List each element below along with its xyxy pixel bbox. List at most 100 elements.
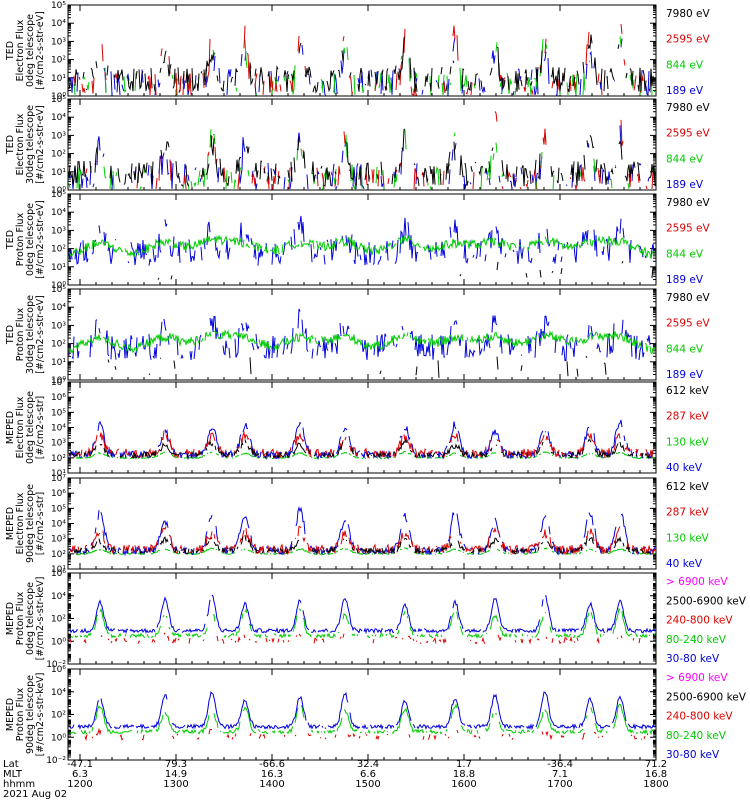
panel-8-ytick-label-2: 10⁰	[51, 733, 66, 743]
panel-5-ylabel-line-3: 0deg telescope	[25, 391, 36, 464]
panel-3-legend-4: 189 eV	[666, 274, 704, 286]
panel-5-frame	[67, 381, 657, 474]
panel-1-legend-2: 2595 eV	[666, 34, 711, 46]
panel-1-ytick-label-6: 10⁵	[51, 1, 66, 11]
panel-5-ytick-label-6: 10⁶	[51, 393, 66, 403]
x-tick-mlt-7: 16.8	[645, 769, 667, 780]
x-tick-lat-1: -47.1	[67, 759, 93, 770]
date-label: 2021 Aug 02	[3, 789, 67, 800]
panel-5-legend-3: 130 keV	[666, 436, 710, 448]
x-tick-lat-3: -66.6	[259, 759, 285, 770]
panel-6-ylabel-line-1: MEPED	[5, 507, 16, 540]
panel-8-series-5	[68, 690, 656, 731]
panel-6-legend-4: 40 keV	[666, 558, 703, 570]
x-tick-mlt-5: 18.8	[453, 769, 475, 780]
panel-7-ytick-label-2: 10⁰	[51, 637, 66, 647]
panel-6-ytick-label-5: 10⁵	[51, 504, 66, 514]
panel-8-ylabel-line-1: MEPED	[5, 698, 16, 731]
panel-3-ylabel-line-3: 0deg telescope	[25, 203, 36, 276]
panel-6-ytick-label-1: 10¹	[51, 565, 66, 575]
panel-7-legend-4: 80-240 keV	[666, 634, 727, 646]
panel-3-ylabel-line-4: [#/cm2-s-str-eV]	[35, 200, 46, 279]
panel-4-ylabel-line-1: TED	[5, 325, 16, 345]
panel-1-ytick-label-3: 10²	[51, 56, 66, 66]
panel-8-frame	[67, 668, 657, 761]
x-tick-hhmm-4: 1500	[355, 779, 380, 790]
panel-5-ylabel-line-2: Electron Flux	[15, 396, 26, 458]
panel-3-frame	[67, 193, 657, 286]
panel-2-legend-3: 844 eV	[666, 153, 704, 165]
panel-4-traces	[69, 309, 655, 378]
panel-8-legend-2: 2500-6900 keV	[666, 691, 747, 703]
panel-2-legend-2: 2595 eV	[666, 128, 711, 140]
panel-8-ytick-label-4: 10⁴	[51, 688, 66, 698]
panel-7-traces	[70, 594, 655, 651]
x-tick-lat-2: 79.3	[165, 759, 187, 770]
panel-6-ylabel-line-3: 90deg telescope	[25, 484, 36, 563]
x-tick-lat-7: 71.2	[645, 759, 667, 770]
panel-7-ylabel-line-3: 0deg telescope	[25, 582, 36, 655]
panel-3-ytick-label-1: 10⁰	[51, 281, 66, 291]
x-row-label-lat: Lat	[3, 759, 19, 770]
panel-4-frame	[67, 288, 657, 381]
panel-6-series-2	[69, 525, 656, 556]
panel-7-ytick-label-1: 10⁻²	[46, 660, 66, 670]
panel-4-series-1	[108, 356, 654, 378]
x-tick-lat-6: -36.4	[547, 759, 573, 770]
panel-1-legend-4: 189 eV	[666, 85, 704, 97]
panel-4-ylabel-line-4: [#/cm2-s-str-eV]	[35, 295, 46, 374]
panel-7-ytick-label-3: 10²	[51, 615, 66, 625]
panel-4-legend-4: 189 eV	[666, 369, 704, 381]
panel-7-ylabel-line-4: [#/cm2-s-str-keV]	[35, 577, 46, 661]
flux-panel-7: MEPED Proton Flux 0deg telescope [#/cm2-s-s…	[5, 569, 747, 670]
panel-5-ytick-label-1: 10¹	[51, 469, 66, 479]
panel-7-legend-5: 30-80 keV	[666, 653, 720, 665]
panel-2-traces	[68, 111, 655, 190]
panel-8-series-4	[69, 703, 655, 736]
x-tick-mlt-1: 6.3	[72, 769, 88, 780]
x-tick-hhmm-7: 1800	[643, 779, 668, 790]
x-tick-hhmm-1: 1200	[67, 779, 92, 790]
panel-5-ylabel-line-4: [#/cm2-s-str]	[35, 396, 46, 459]
x-tick-lat-4: 32.4	[357, 759, 379, 770]
panel-7-frame	[67, 572, 657, 665]
panel-4-legend-3: 844 eV	[666, 343, 704, 355]
panel-1-ytick-label-2: 10¹	[51, 74, 66, 84]
panel-3-legend-3: 844 eV	[666, 248, 704, 260]
panel-4-ytick-label-3: 10²	[51, 340, 66, 350]
panel-4-ytick-label-6: 10⁵	[51, 285, 66, 295]
panel-6-ylabel-line-4: [#/cm2-s-str]	[35, 492, 46, 555]
panel-7-ylabel-line-1: MEPED	[5, 602, 16, 635]
x-tick-mlt-3: 16.3	[261, 769, 283, 780]
x-tick-hhmm-6: 1700	[547, 779, 572, 790]
panel-4-series-4	[69, 309, 654, 361]
x-tick-mlt-4: 6.6	[360, 769, 376, 780]
panel-2-ytick-label-6: 10⁵	[51, 95, 66, 105]
panel-3-ytick-label-3: 10²	[51, 245, 66, 255]
panel-5-legend-2: 287 keV	[666, 411, 710, 423]
panel-5-ylabel-line-1: MEPED	[5, 411, 16, 444]
panel-2-ylabel-line-3: 30deg telescope	[25, 105, 36, 184]
panel-6-legend-1: 612 keV	[666, 481, 710, 493]
panel-7-legend-3: 240-800 keV	[666, 615, 733, 627]
panel-2-ytick-label-3: 10²	[51, 150, 66, 160]
x-axis-group: LatMLThhmm-47.16.3120079.314.91300-66.61…	[3, 759, 669, 800]
panel-1-ylabel-line-3: 0deg telescope	[25, 14, 36, 87]
panel-4-legend-2: 2595 eV	[666, 318, 711, 330]
panel-7-legend-2: 2500-6900 keV	[666, 595, 747, 607]
panels-group: TED Electron Flux 0deg telescope [#/cm2-s-s…	[5, 1, 747, 766]
panel-4-ytick-label-4: 10³	[51, 321, 66, 331]
panel-7-legend-1: > 6900 keV	[666, 576, 728, 588]
panel-5-series-1	[68, 438, 654, 459]
panel-3-ylabel-line-1: TED	[5, 230, 16, 250]
panel-5-ytick-label-5: 10⁵	[51, 408, 66, 418]
x-row-label-hhmm: hhmm	[3, 779, 35, 790]
panel-8-ytick-label-1: 10⁻²	[46, 756, 66, 766]
flux-panel-8: MEPED Proton Flux 90deg telescope [#/cm2-s-…	[5, 665, 747, 766]
panel-7-ytick-label-4: 10⁴	[51, 592, 66, 602]
flux-panel-4: TED Proton Flux 30deg telescope [#/cm2-s-st…	[5, 285, 711, 386]
x-tick-hhmm-3: 1400	[259, 779, 284, 790]
panel-1-ytick-label-4: 10³	[51, 37, 66, 47]
flux-panel-5: MEPED Electron Flux 0deg telescope [#/cm2-s…	[5, 378, 710, 479]
